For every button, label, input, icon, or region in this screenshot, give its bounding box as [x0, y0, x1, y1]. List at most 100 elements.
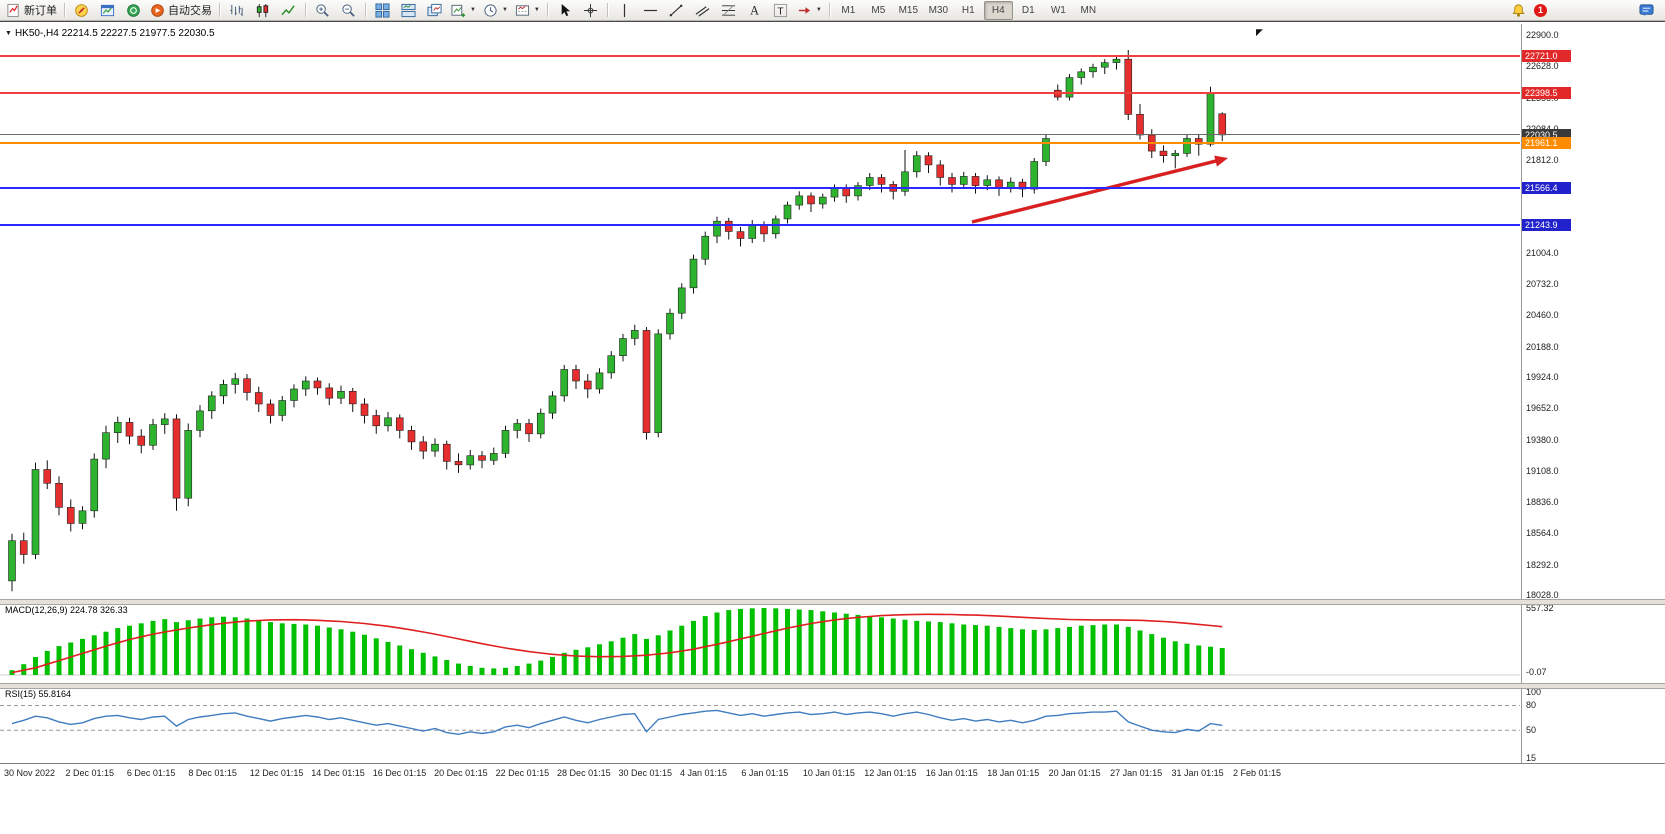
- trendline-button[interactable]: [664, 1, 689, 20]
- timeframe-d1[interactable]: D1: [1021, 4, 1035, 16]
- macd-axis-min: -0.07: [1526, 667, 1547, 677]
- candle-body: [8, 540, 16, 582]
- candle-body: [607, 355, 616, 374]
- panel-splitter[interactable]: [0, 683, 1665, 689]
- time-axis[interactable]: 30 Nov 2022 2 Dec 01:15 6 Dec 01:15 8 Dec 0…: [0, 763, 1665, 786]
- crosshair-button[interactable]: [578, 1, 603, 20]
- bar-chart-button[interactable]: [224, 1, 249, 20]
- macd-bar: [937, 622, 943, 675]
- timeframe-m1[interactable]: M1: [841, 4, 856, 16]
- candlestick-chart-button[interactable]: [250, 1, 275, 20]
- bid-price-line[interactable]: [0, 134, 1520, 136]
- time-label: 2 Dec 01:15: [65, 768, 114, 778]
- macd-bar: [879, 617, 884, 675]
- trend-arrow-head[interactable]: [1214, 155, 1228, 167]
- candle-body: [1089, 66, 1097, 73]
- candle-body: [948, 177, 956, 185]
- candle-body: [818, 196, 827, 205]
- macd-bar: [561, 652, 567, 675]
- candle-body: [642, 330, 651, 433]
- macd-bar: [115, 628, 121, 675]
- alerts-button[interactable]: [1506, 1, 1531, 20]
- macd-panel[interactable]: MACD(12,26,9) 224.78 326.33 557.32 -0.07: [0, 603, 1665, 683]
- zoom-in-button[interactable]: [310, 1, 335, 20]
- collapse-icon[interactable]: ▼: [5, 30, 12, 37]
- templates-button[interactable]: ▼: [512, 1, 543, 20]
- candle-body: [348, 390, 357, 405]
- autotrading-button[interactable]: 自动交易: [147, 1, 215, 20]
- toolbar-right-group: 1: [1506, 1, 1662, 20]
- trend-arrow-line[interactable]: [971, 158, 1222, 224]
- fibonacci-button[interactable]: [716, 1, 741, 20]
- time-label: 30 Nov 2022: [4, 768, 56, 778]
- macd-bar: [738, 608, 743, 675]
- rsi-panel[interactable]: RSI(15) 55.8164 100 80 50 15: [0, 687, 1665, 763]
- panel-splitter[interactable]: [0, 599, 1665, 605]
- candle-body: [407, 430, 416, 443]
- macd-bar: [291, 623, 297, 675]
- arrows-tool-button[interactable]: ▼: [794, 1, 825, 20]
- horizontal-line-button[interactable]: [638, 1, 663, 20]
- arrange-windows-button[interactable]: [396, 1, 421, 20]
- candle-body: [372, 415, 381, 427]
- time-label: 2 Feb 01:15: [1233, 768, 1282, 778]
- channel-icon: [695, 5, 710, 17]
- macd-bar: [585, 647, 591, 675]
- macd-bar: [691, 620, 696, 675]
- macd-axis-max: 557.32: [1526, 603, 1554, 613]
- new-chart-button[interactable]: ▼: [448, 1, 479, 20]
- cascade-windows-button[interactable]: [422, 1, 447, 20]
- candle-body: [278, 400, 287, 416]
- candle-body: [384, 417, 392, 427]
- candle-body: [1042, 138, 1050, 162]
- macd-bar: [644, 638, 649, 675]
- support-line-1[interactable]: [0, 187, 1520, 190]
- timeframe-h1[interactable]: H1: [961, 4, 975, 16]
- candle-body: [254, 392, 263, 405]
- chat-icon: [1639, 3, 1654, 16]
- main-chart-panel[interactable]: ▼ HK50-,H4 22214.5 22227.5 21977.5 22030…: [0, 24, 1665, 599]
- market-watch-button[interactable]: [69, 1, 94, 20]
- channel-button[interactable]: [690, 1, 715, 20]
- terminal-button[interactable]: [121, 1, 146, 20]
- tile-windows-button[interactable]: [370, 1, 395, 20]
- time-label: 16 Jan 01:15: [925, 768, 978, 778]
- chart-shift-marker[interactable]: ◤: [1256, 27, 1263, 37]
- cursor-button[interactable]: [552, 1, 577, 20]
- alert-line[interactable]: [0, 141, 1520, 144]
- candle-body: [1100, 62, 1109, 68]
- macd-bar: [68, 642, 74, 675]
- vertical-line-button[interactable]: [612, 1, 637, 20]
- new-order-button[interactable]: 新订单: [3, 1, 60, 20]
- timeframe-mn[interactable]: MN: [1080, 4, 1097, 16]
- timeframe-m30[interactable]: M30: [928, 4, 949, 16]
- timeframe-m15[interactable]: M15: [898, 4, 919, 16]
- macd-bar: [127, 625, 132, 675]
- timeframe-h4[interactable]: H4: [983, 0, 1013, 20]
- support-line-2[interactable]: [0, 224, 1520, 227]
- timeframe-m5[interactable]: M5: [871, 4, 886, 16]
- price-tick: 22084.0: [1526, 124, 1559, 134]
- timeframe-w1[interactable]: W1: [1050, 4, 1066, 16]
- text-tool-button[interactable]: A: [742, 1, 767, 20]
- macd-bar: [973, 625, 978, 675]
- candle-body: [748, 224, 757, 239]
- price-tick: 21004.0: [1526, 247, 1559, 258]
- new-order-label: 新订单: [24, 5, 57, 17]
- data-window-button[interactable]: [95, 1, 120, 20]
- notification-badge[interactable]: 1: [1534, 3, 1547, 17]
- zoom-out-button[interactable]: [336, 1, 361, 20]
- line-chart-button[interactable]: [276, 1, 301, 20]
- macd-bar: [1196, 645, 1202, 675]
- chart-header-text: HK50-,H4 22214.5 22227.5 21977.5 22030.5: [14, 28, 215, 39]
- community-button[interactable]: [1634, 1, 1659, 20]
- periods-button[interactable]: ▼: [480, 1, 511, 20]
- chart-window-icon: [100, 4, 115, 16]
- resistance-line-2[interactable]: [0, 91, 1520, 94]
- label-tool-button[interactable]: T: [768, 1, 793, 20]
- resistance-line-1[interactable]: [0, 54, 1520, 57]
- zoom-out-icon: [342, 3, 355, 17]
- rsi-tick: 80: [1526, 700, 1537, 711]
- candle-body: [55, 482, 63, 508]
- candle-body: [666, 312, 674, 335]
